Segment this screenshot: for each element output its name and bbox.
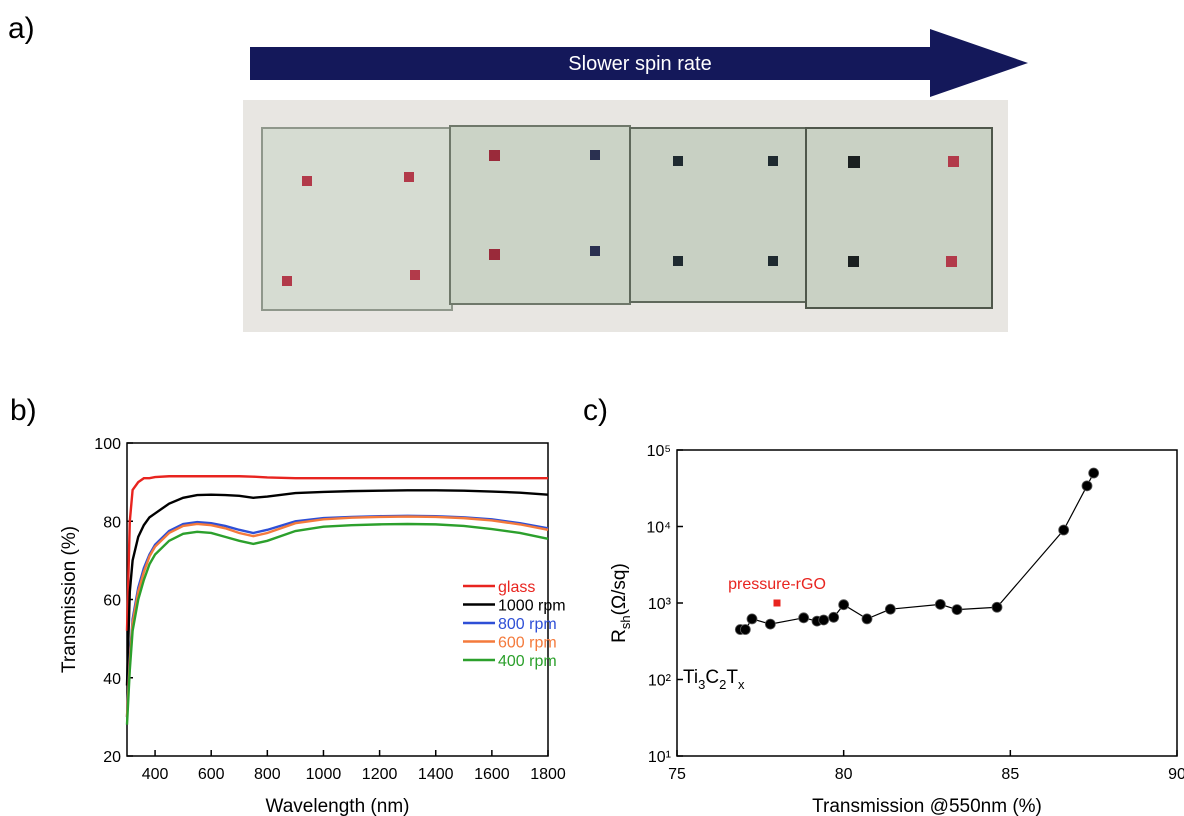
annotation-part: Ti [683,667,698,688]
dot [768,256,778,266]
annotation: Ti3C2Tx [683,667,745,692]
y-tick-label: 20 [103,749,121,766]
glass-slide [449,125,631,305]
point [1058,524,1070,536]
x-tick-label: 1600 [474,766,510,783]
x-tick-label: 400 [142,766,169,783]
point [838,599,850,611]
legend-label: 600 rpm [498,635,557,652]
dot [590,246,600,256]
x-axis-label: Wavelength (nm) [266,796,410,816]
dot [302,176,312,186]
y-tick-label: 60 [103,593,121,610]
dot [404,172,414,182]
point [951,604,963,615]
dot [282,276,292,286]
glass-slide [805,127,993,309]
annotation-sub: 2 [719,677,726,692]
dot [848,156,860,168]
dot [489,249,500,260]
x-tick-label: 85 [1001,766,1019,783]
plot-frame [676,449,1178,757]
line-series [125,514,549,717]
dots [282,150,959,286]
point [818,614,830,626]
annotation-sub: 3 [698,677,705,692]
legend-label: 800 rpm [498,616,557,633]
plot-frame [126,442,549,757]
y-tick-label: 100 [94,436,121,453]
point [1088,467,1100,479]
y-tick-label: 10⁴ [646,520,671,537]
point [798,612,810,624]
point [746,613,758,625]
y-tick-label: 40 [103,671,121,688]
y-tick-label: 10² [648,673,672,690]
x-tick-label: 1200 [362,766,398,783]
line-series [125,522,549,725]
point [764,618,776,630]
panel-label: b) [10,394,37,427]
point [1081,480,1093,492]
dot [410,270,420,280]
y-tick-label: 80 [103,514,121,531]
x-tick-label: 600 [198,766,225,783]
legend-label: 1000 rpm [498,598,566,615]
y-tick-label: 10¹ [648,749,671,766]
panel-label: a) [8,12,35,45]
point [773,599,781,607]
dot [489,150,500,161]
connecting-line [740,472,1095,631]
y-tick-label: 10³ [648,596,672,613]
glass-slide [261,127,453,311]
y-axis-label-part: (Ω/sq) [609,563,630,615]
y-axis-label: Transmission (%) [59,526,80,673]
y-axis-label: Rsh(Ω/sq) [609,563,633,643]
line-series [125,515,549,717]
point [828,611,840,623]
point [934,598,946,610]
dot [768,156,778,166]
x-tick-label: 80 [835,766,853,783]
x-tick-label: 800 [254,766,281,783]
annotation-sub: x [738,677,745,692]
point [739,624,751,635]
panel-label: c) [583,394,608,427]
point [991,601,1003,613]
x-tick-label: 90 [1168,766,1184,783]
x-tick-label: 1000 [306,766,342,783]
legend-label: glass [498,579,535,596]
legend-label: 400 rpm [498,653,557,670]
dot [673,156,683,166]
point-label: pressure-rGO [728,576,826,593]
x-axis-label: Transmission @550nm (%) [812,796,1042,816]
dot [948,156,959,167]
line-series [125,489,549,686]
x-tick-label: 75 [668,766,686,783]
point [861,613,873,625]
y-axis-label-part: R [609,629,630,643]
arrow [250,29,1028,97]
x-tick-label: 1400 [418,766,454,783]
y-tick-label: 10⁵ [647,443,671,460]
glass-slide [629,127,807,303]
dot [848,256,859,267]
point [884,603,896,615]
dot [590,150,600,160]
photo [243,100,1008,332]
dot [673,256,683,266]
y-axis-label-sub: sh [618,615,633,629]
arrow-text: Slower spin rate [568,53,711,75]
line-series [125,475,548,631]
dot [946,256,957,267]
annotation-part: C [705,667,719,688]
annotation-part: T [726,667,738,688]
x-tick-label: 1800 [530,766,566,783]
